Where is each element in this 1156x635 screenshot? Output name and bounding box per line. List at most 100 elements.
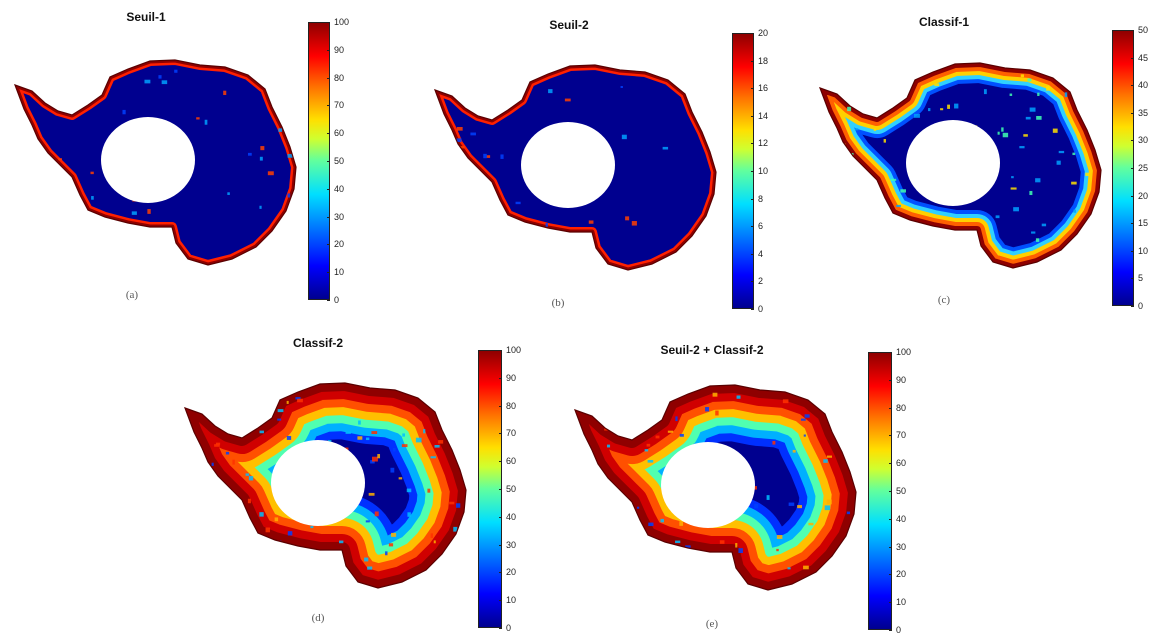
texture-speck	[620, 85, 623, 89]
texture-speck	[803, 565, 809, 570]
texture-speck	[685, 545, 691, 550]
texture-speck	[1035, 178, 1041, 183]
colorbar-tick-mark	[889, 435, 892, 437]
texture-speck	[874, 230, 878, 235]
colorbar-tick-label: 70	[334, 100, 345, 111]
texture-speck	[332, 570, 338, 573]
colorbar-tick-mark	[1131, 140, 1134, 142]
texture-speck	[438, 440, 444, 444]
panel-label: (c)	[937, 294, 951, 306]
texture-speck	[430, 456, 436, 459]
colorbar-tick-label: 30	[1138, 135, 1149, 146]
colorbar-tick-mark	[751, 309, 754, 310]
texture-speck	[824, 505, 831, 511]
texture-speck	[345, 431, 351, 434]
texture-speck	[467, 187, 474, 193]
colorbar-tick-label: 100	[334, 17, 350, 27]
texture-speck	[391, 532, 397, 537]
texture-speck	[619, 423, 623, 427]
texture-speck	[1001, 127, 1004, 132]
colorbar-tick-label: 25	[1138, 163, 1149, 173]
texture-speck	[869, 187, 875, 191]
texture-speck	[535, 256, 538, 259]
texture-speck	[421, 576, 426, 579]
colorbar-tick-label: 40	[896, 513, 907, 524]
colorbar-tick-mark	[499, 628, 502, 629]
texture-speck	[754, 503, 759, 509]
colorbar-tick-label: 8	[758, 193, 764, 204]
colorbar-tick-label: 10	[896, 597, 907, 608]
texture-speck	[913, 113, 920, 118]
texture-speck	[222, 491, 228, 494]
colorbar-tick-label: 80	[334, 72, 345, 83]
texture-speck	[621, 134, 627, 140]
texture-speck	[1064, 92, 1068, 98]
texture-speck	[873, 128, 877, 131]
texture-speck	[919, 255, 923, 259]
texture-speck	[648, 522, 654, 527]
colorbar-tick-mark	[1131, 306, 1134, 307]
texture-speck	[144, 79, 151, 84]
texture-speck	[500, 154, 504, 159]
texture-speck	[415, 437, 422, 443]
texture-speck	[705, 407, 710, 412]
texture-speck	[310, 525, 314, 529]
texture-speck	[247, 152, 252, 156]
texture-speck	[287, 531, 293, 536]
texture-speck	[788, 502, 795, 506]
texture-speck	[452, 153, 457, 156]
colorbar-tick-label: 12	[758, 138, 769, 149]
panel-title: Classif-2	[292, 336, 344, 350]
texture-speck	[1072, 152, 1076, 156]
texture-speck	[260, 146, 265, 151]
texture-speck	[1013, 207, 1019, 212]
texture-speck	[808, 522, 814, 526]
colorbar-tick-mark	[1131, 112, 1134, 114]
colorbar-tick-mark	[751, 281, 754, 283]
colorbar-tick-label: 20	[896, 569, 907, 580]
texture-speck	[407, 512, 411, 517]
texture-speck	[526, 258, 533, 264]
colorbar-tick-mark	[751, 115, 754, 117]
colorbar-tick-label: 0	[758, 304, 764, 314]
texture-speck	[823, 459, 828, 463]
texture-speck	[402, 433, 406, 437]
colorbar-tick-label: 70	[896, 430, 907, 441]
texture-speck	[286, 400, 289, 404]
texture-speck	[267, 171, 274, 176]
texture-speck	[299, 582, 306, 586]
colorbar-tick-mark	[327, 272, 330, 274]
texture-speck	[365, 437, 370, 441]
texture-speck	[888, 98, 893, 103]
texture-speck	[954, 103, 959, 109]
texture-speck	[557, 233, 564, 237]
texture-speck	[882, 239, 886, 244]
texture-speck	[900, 189, 906, 193]
texture-speck	[964, 261, 971, 266]
colorbar-tick-label: 6	[758, 221, 764, 232]
texture-speck	[966, 248, 972, 253]
colorbar-tick-mark	[1131, 30, 1134, 31]
colorbar-tick-mark	[327, 77, 330, 79]
texture-speck	[594, 529, 600, 535]
colorbar-tick-label: 40	[334, 183, 345, 194]
texture-speck	[886, 237, 891, 241]
texture-speck	[393, 447, 396, 452]
texture-speck	[659, 546, 665, 550]
colorbar-tick-mark	[889, 379, 892, 381]
antarctica-map	[433, 64, 717, 271]
texture-speck	[826, 455, 833, 458]
texture-speck	[274, 517, 279, 522]
texture-speck	[225, 451, 230, 455]
texture-speck	[631, 221, 637, 226]
texture-speck	[367, 566, 373, 570]
texture-speck	[430, 533, 434, 538]
colorbar-tick-label: 20	[1138, 190, 1149, 201]
texture-speck	[31, 135, 37, 139]
texture-speck	[934, 83, 940, 87]
texture-speck	[385, 551, 388, 556]
texture-speck	[211, 537, 218, 543]
colorbar-tick-label: 100	[506, 345, 522, 355]
colorbar-tick-mark	[889, 602, 892, 604]
texture-speck	[1023, 134, 1028, 137]
